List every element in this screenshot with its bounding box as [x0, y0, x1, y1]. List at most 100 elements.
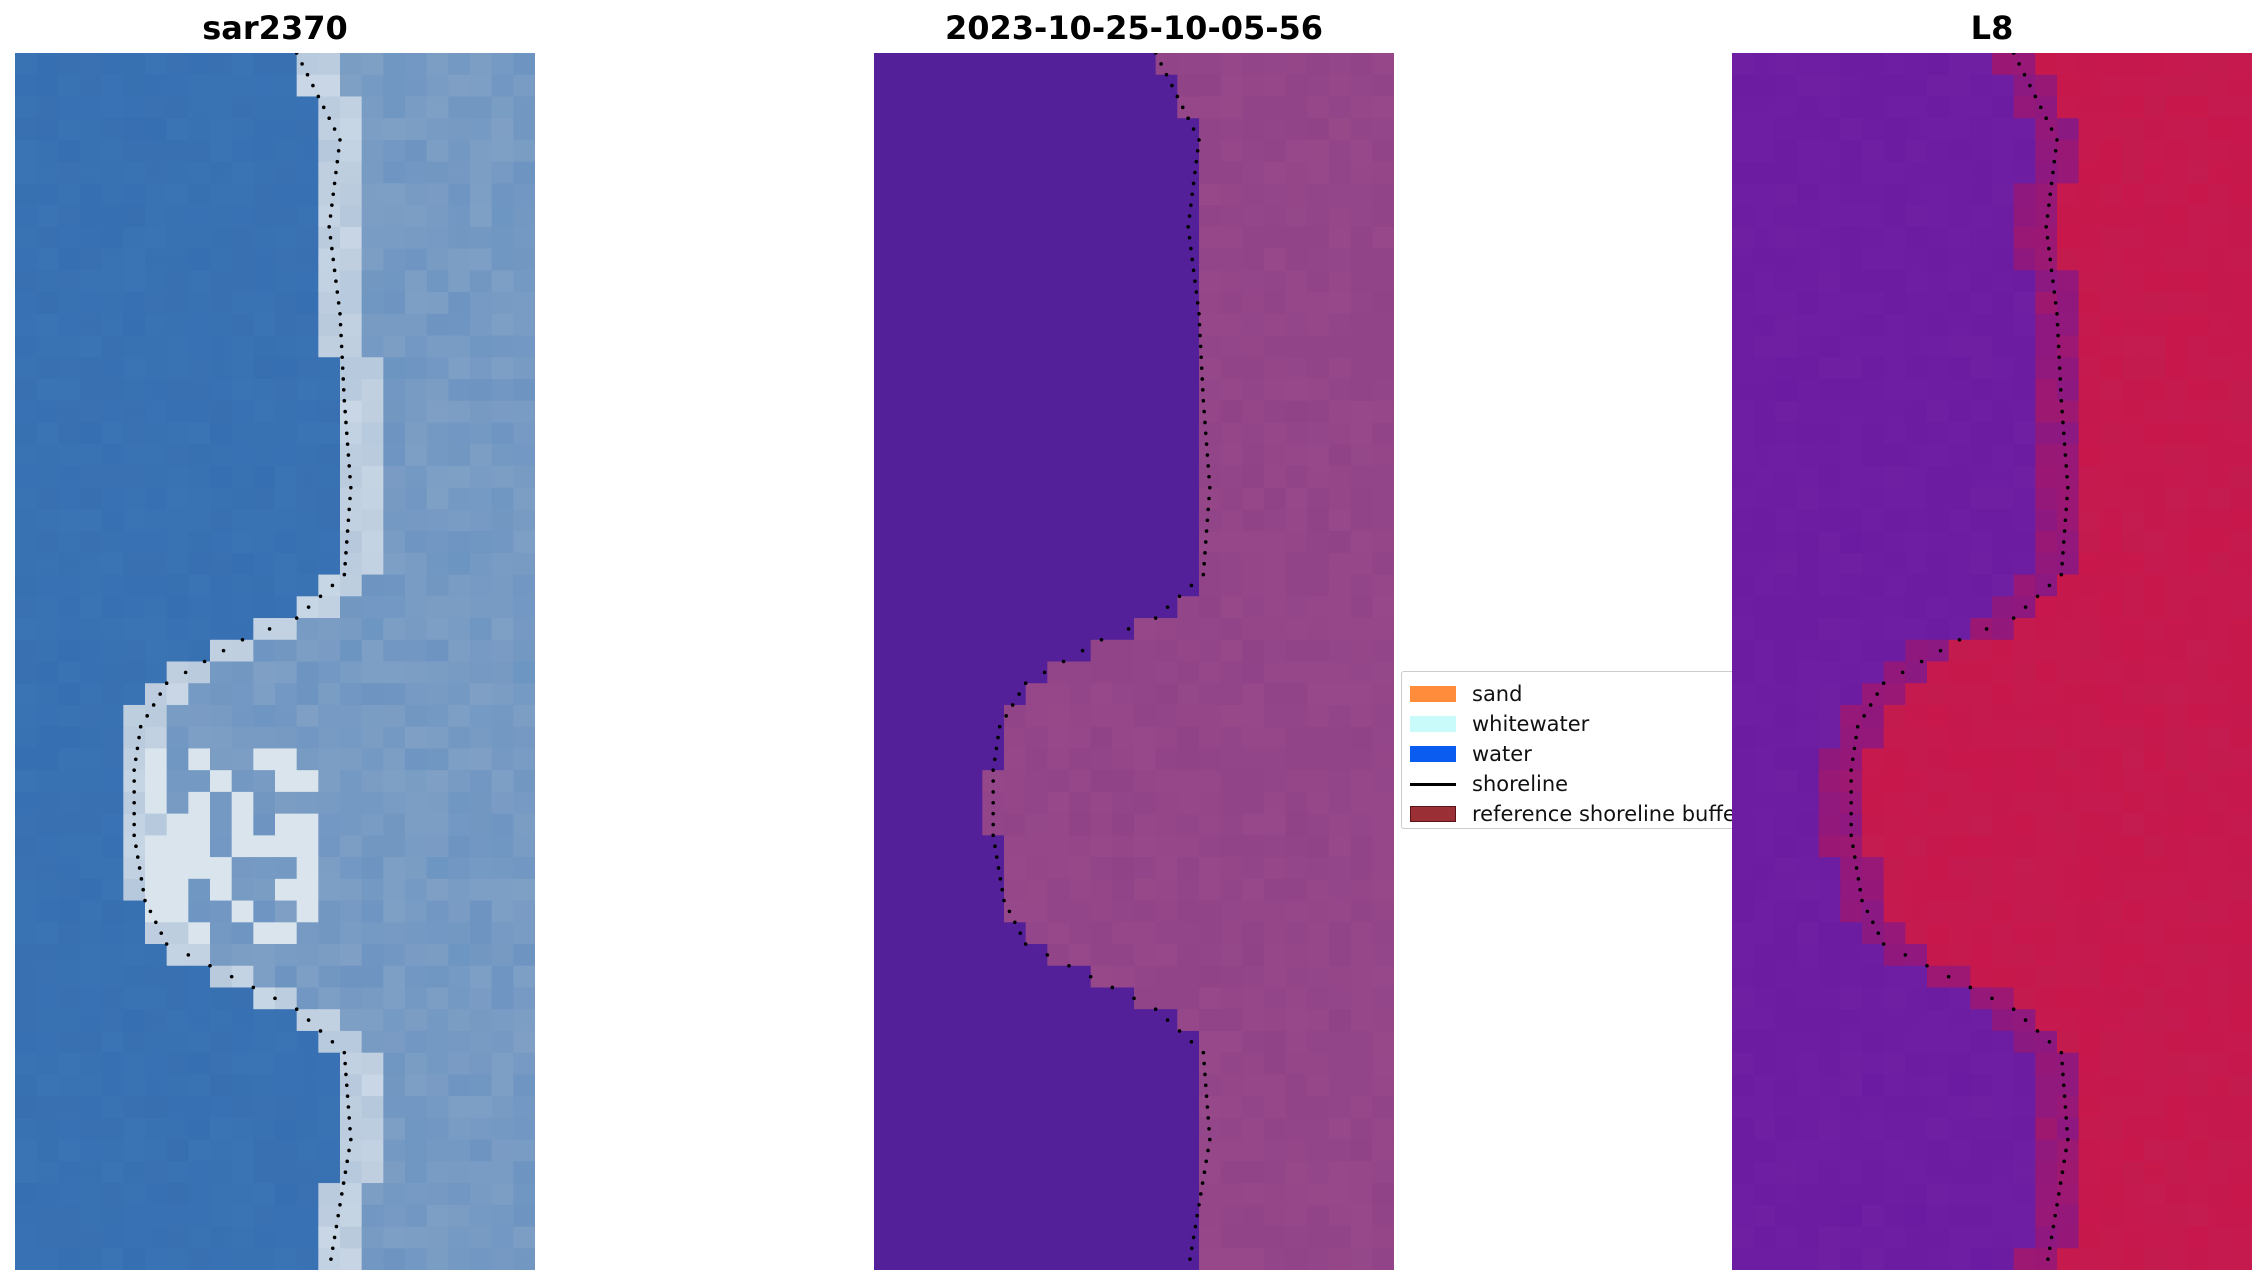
image-pixel	[426, 552, 449, 576]
image-pixel	[1818, 987, 1841, 1010]
image-pixel	[2057, 813, 2080, 836]
image-pixel	[917, 987, 940, 1010]
image-pixel	[1004, 400, 1027, 424]
image-pixel	[2187, 748, 2210, 771]
image-pixel	[15, 1117, 38, 1141]
image-pixel	[1797, 726, 1820, 750]
image-pixel	[2013, 900, 2036, 923]
image-pixel	[448, 900, 471, 923]
image-pixel	[1797, 552, 1820, 576]
image-pixel	[1242, 857, 1265, 880]
image-pixel	[318, 292, 341, 315]
image-pixel	[513, 400, 535, 424]
image-pixel	[1025, 226, 1048, 250]
image-pixel	[1307, 922, 1330, 945]
image-pixel	[2230, 791, 2252, 815]
shoreline-dot	[145, 714, 149, 718]
image-pixel	[210, 1052, 233, 1076]
image-pixel	[296, 313, 319, 337]
image-pixel	[318, 965, 341, 989]
image-pixel	[361, 1117, 384, 1141]
image-pixel	[1775, 1226, 1798, 1249]
shoreline-dot	[2063, 453, 2068, 457]
image-pixel	[1753, 835, 1776, 858]
image-pixel	[1264, 335, 1287, 358]
image-pixel	[1927, 509, 1950, 532]
image-pixel	[1242, 770, 1265, 793]
shoreline-dot	[1061, 659, 1066, 664]
image-pixel	[101, 74, 124, 98]
image-pixel	[1242, 552, 1265, 576]
image-pixel	[166, 726, 189, 750]
image-pixel	[15, 139, 38, 163]
image-pixel	[253, 183, 276, 206]
image-pixel	[470, 74, 493, 98]
shoreline-dot	[1177, 594, 1182, 599]
image-pixel	[470, 574, 493, 597]
image-pixel	[58, 1009, 81, 1032]
image-pixel	[426, 465, 449, 489]
image-pixel	[2187, 596, 2210, 619]
image-pixel	[491, 1030, 514, 1054]
image-pixel	[1329, 335, 1352, 358]
image-pixel	[1090, 74, 1113, 98]
image-pixel	[123, 270, 146, 293]
image-pixel	[80, 118, 103, 141]
image-pixel	[1307, 1096, 1330, 1119]
shoreline-dot	[141, 887, 145, 892]
image-pixel	[1948, 53, 1971, 76]
image-pixel	[210, 552, 233, 576]
image-pixel	[917, 791, 940, 815]
image-pixel	[123, 661, 146, 684]
image-pixel	[513, 618, 535, 641]
image-pixel	[1025, 922, 1048, 945]
image-pixel	[405, 313, 428, 337]
image-pixel	[361, 683, 384, 706]
image-pixel	[1220, 944, 1243, 967]
image-pixel	[1285, 422, 1308, 445]
image-pixel	[210, 661, 233, 684]
image-pixel	[960, 900, 983, 923]
image-pixel	[1199, 226, 1222, 250]
image-pixel	[1177, 270, 1200, 293]
image-pixel	[166, 1074, 189, 1097]
image-pixel	[36, 378, 59, 402]
image-pixel	[1004, 1204, 1027, 1228]
image-pixel	[318, 835, 341, 858]
shoreline-dot	[343, 409, 347, 414]
image-pixel	[1285, 900, 1308, 923]
image-pixel	[1285, 835, 1308, 858]
image-pixel	[1350, 987, 1373, 1010]
image-pixel	[1307, 1139, 1330, 1162]
image-pixel	[15, 531, 38, 554]
image-pixel	[340, 357, 363, 380]
image-pixel	[1264, 465, 1287, 489]
image-pixel	[1329, 248, 1352, 271]
image-pixel	[1732, 857, 1755, 880]
image-pixel	[1134, 357, 1157, 380]
image-pixel	[1905, 987, 1928, 1010]
shoreline-dot	[1187, 214, 1192, 218]
image-pixel	[145, 900, 168, 923]
image-pixel	[1177, 118, 1200, 141]
image-pixel	[1927, 444, 1950, 467]
image-pixel	[1992, 900, 2015, 923]
image-pixel	[296, 661, 319, 684]
image-pixel	[1797, 487, 1820, 510]
image-pixel	[1004, 1009, 1027, 1032]
image-pixel	[123, 596, 146, 619]
image-pixel	[1840, 1096, 1863, 1119]
image-pixel	[1004, 813, 1027, 836]
image-pixel	[1883, 813, 1906, 836]
image-pixel	[2035, 1030, 2058, 1054]
image-pixel	[2143, 922, 2166, 945]
image-pixel	[1350, 965, 1373, 989]
image-pixel	[231, 639, 254, 663]
image-pixel	[405, 531, 428, 554]
image-pixel	[1047, 552, 1070, 576]
image-pixel	[1883, 335, 1906, 358]
image-pixel	[1840, 248, 1863, 271]
image-pixel	[917, 1204, 940, 1228]
image-pixel	[1242, 139, 1265, 163]
image-pixel	[1329, 618, 1352, 641]
